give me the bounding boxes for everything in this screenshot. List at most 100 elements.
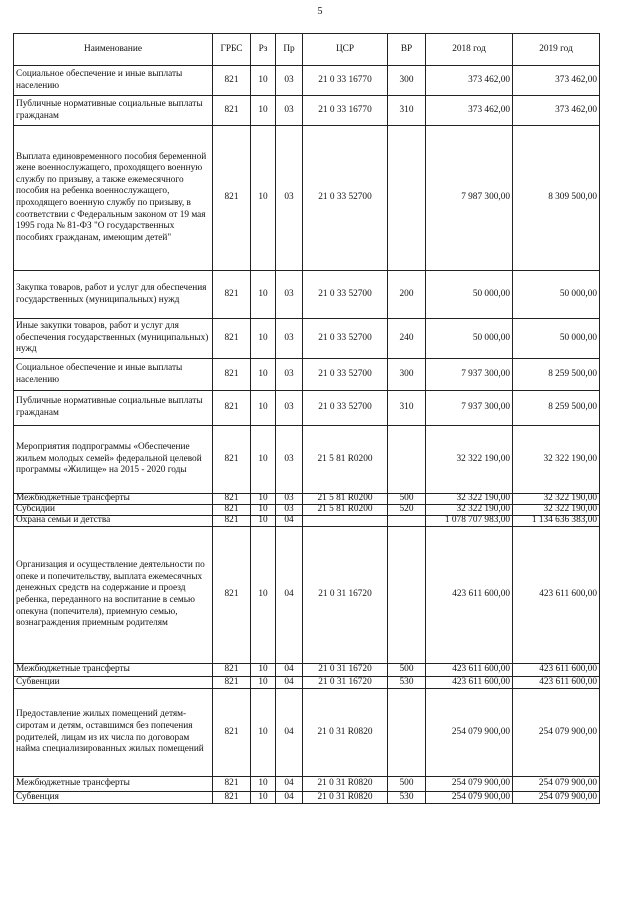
cell-rz: 10 bbox=[250, 95, 276, 126]
cell-vr: 300 bbox=[387, 358, 426, 391]
budget-table: Наименование ГРБС Рз Пр ЦСР ВР 2018 год … bbox=[13, 33, 600, 804]
cell-amount-2018: 254 079 900,00 bbox=[425, 776, 513, 792]
cell-name: Публичные нормативные социальные выплаты… bbox=[13, 95, 213, 126]
cell-csr: 21 0 31 R0820 bbox=[302, 688, 388, 777]
cell-name: Межбюджетные трансферты bbox=[13, 663, 213, 677]
cell-amount-2019: 50 000,00 bbox=[512, 318, 600, 359]
cell-rz: 10 bbox=[250, 65, 276, 96]
cell-amount-2019: 8 259 500,00 bbox=[512, 358, 600, 391]
table-row: Выплата единовременного пособия беременн… bbox=[13, 125, 600, 271]
cell-amount-2018: 254 079 900,00 bbox=[425, 791, 513, 804]
header-2019: 2019 год bbox=[512, 33, 600, 66]
cell-name: Межбюджетные трансферты bbox=[13, 493, 213, 505]
cell-rz: 10 bbox=[250, 318, 276, 359]
cell-amount-2018: 7 937 300,00 bbox=[425, 390, 513, 426]
cell-name: Закупка товаров, работ и услуг для обесп… bbox=[13, 270, 213, 319]
table-row: Субсидии 821 10 03 21 5 81 R0200 520 32 322 19… bbox=[13, 504, 600, 516]
cell-grbs: 821 bbox=[212, 776, 251, 792]
table-row: Межбюджетные трансферты 821 10 03 21 5 81 R0… bbox=[13, 493, 600, 505]
cell-pr: 03 bbox=[275, 493, 303, 505]
table-row: Иные закупки товаров, работ и услуг для … bbox=[13, 318, 600, 359]
cell-amount-2018: 423 611 600,00 bbox=[425, 663, 513, 677]
cell-rz: 10 bbox=[250, 776, 276, 792]
cell-pr: 04 bbox=[275, 526, 303, 664]
cell-pr: 03 bbox=[275, 390, 303, 426]
cell-vr bbox=[387, 526, 426, 664]
cell-amount-2019: 32 322 190,00 bbox=[512, 493, 600, 505]
cell-vr: 240 bbox=[387, 318, 426, 359]
table-row: Публичные нормативные социальные выплаты… bbox=[13, 390, 600, 426]
cell-name: Социальное обеспечение и иные выплаты на… bbox=[13, 65, 213, 96]
cell-rz: 10 bbox=[250, 358, 276, 391]
cell-grbs: 821 bbox=[212, 676, 251, 689]
cell-rz: 10 bbox=[250, 791, 276, 804]
cell-pr: 04 bbox=[275, 676, 303, 689]
cell-pr: 04 bbox=[275, 515, 303, 527]
header-name: Наименование bbox=[13, 33, 213, 66]
table-row: Межбюджетные трансферты 821 10 04 21 0 31 R0… bbox=[13, 776, 600, 792]
table-row: Публичные нормативные социальные выплаты… bbox=[13, 95, 600, 126]
cell-rz: 10 bbox=[250, 663, 276, 677]
table-header-row: Наименование ГРБС Рз Пр ЦСР ВР 2018 год … bbox=[13, 33, 600, 66]
cell-grbs: 821 bbox=[212, 526, 251, 664]
cell-vr bbox=[387, 515, 426, 527]
cell-amount-2019: 254 079 900,00 bbox=[512, 776, 600, 792]
cell-name: Субвенции bbox=[13, 676, 213, 689]
cell-name: Охрана семьи и детства bbox=[13, 515, 213, 527]
cell-vr: 500 bbox=[387, 663, 426, 677]
cell-csr: 21 5 81 R0200 bbox=[302, 493, 388, 505]
header-csr: ЦСР bbox=[302, 33, 388, 66]
cell-amount-2018: 423 611 600,00 bbox=[425, 676, 513, 689]
cell-name: Выплата единовременного пособия беременн… bbox=[13, 125, 213, 271]
table-row: Мероприятия подпрограммы «Обеспечение жи… bbox=[13, 425, 600, 494]
cell-rz: 10 bbox=[250, 493, 276, 505]
cell-rz: 10 bbox=[250, 425, 276, 494]
cell-csr: 21 0 31 16720 bbox=[302, 663, 388, 677]
table-row: Межбюджетные трансферты 821 10 04 21 0 31 16… bbox=[13, 663, 600, 677]
cell-amount-2018: 7 987 300,00 bbox=[425, 125, 513, 271]
cell-rz: 10 bbox=[250, 688, 276, 777]
cell-pr: 03 bbox=[275, 318, 303, 359]
cell-vr: 520 bbox=[387, 504, 426, 516]
cell-pr: 03 bbox=[275, 95, 303, 126]
cell-csr: 21 0 33 16770 bbox=[302, 65, 388, 96]
header-vr: ВР bbox=[387, 33, 426, 66]
table-row: Субвенции 821 10 04 21 0 31 16720 530 423 611 … bbox=[13, 676, 600, 689]
cell-csr: 21 0 33 52700 bbox=[302, 358, 388, 391]
cell-csr: 21 0 33 52700 bbox=[302, 270, 388, 319]
cell-amount-2019: 423 611 600,00 bbox=[512, 526, 600, 664]
page-number: 5 bbox=[317, 6, 323, 17]
cell-rz: 10 bbox=[250, 515, 276, 527]
cell-vr: 300 bbox=[387, 65, 426, 96]
cell-name: Публичные нормативные социальные выплаты… bbox=[13, 390, 213, 426]
cell-amount-2018: 7 937 300,00 bbox=[425, 358, 513, 391]
cell-csr: 21 5 81 R0200 bbox=[302, 504, 388, 516]
cell-csr: 21 0 31 16720 bbox=[302, 676, 388, 689]
cell-name: Субвенция bbox=[13, 791, 213, 804]
table-row: Охрана семьи и детства 821 10 04 1 078 707 9… bbox=[13, 515, 600, 527]
cell-pr: 04 bbox=[275, 791, 303, 804]
cell-amount-2018: 373 462,00 bbox=[425, 95, 513, 126]
cell-amount-2018: 32 322 190,00 bbox=[425, 493, 513, 505]
cell-vr: 530 bbox=[387, 791, 426, 804]
cell-amount-2019: 373 462,00 bbox=[512, 65, 600, 96]
cell-pr: 04 bbox=[275, 776, 303, 792]
cell-grbs: 821 bbox=[212, 493, 251, 505]
cell-amount-2018: 254 079 900,00 bbox=[425, 688, 513, 777]
cell-pr: 03 bbox=[275, 504, 303, 516]
cell-amount-2019: 32 322 190,00 bbox=[512, 425, 600, 494]
cell-vr bbox=[387, 425, 426, 494]
table-row: Закупка товаров, работ и услуг для обесп… bbox=[13, 270, 600, 319]
cell-grbs: 821 bbox=[212, 270, 251, 319]
header-grbs: ГРБС bbox=[212, 33, 251, 66]
cell-grbs: 821 bbox=[212, 390, 251, 426]
cell-amount-2018: 423 611 600,00 bbox=[425, 526, 513, 664]
cell-name: Межбюджетные трансферты bbox=[13, 776, 213, 792]
cell-csr: 21 0 33 16770 bbox=[302, 95, 388, 126]
cell-name: Предоставление жилых помещений детям-сир… bbox=[13, 688, 213, 777]
cell-pr: 04 bbox=[275, 688, 303, 777]
cell-amount-2019: 8 259 500,00 bbox=[512, 390, 600, 426]
cell-amount-2018: 32 322 190,00 bbox=[425, 425, 513, 494]
cell-rz: 10 bbox=[250, 526, 276, 664]
cell-amount-2019: 32 322 190,00 bbox=[512, 504, 600, 516]
